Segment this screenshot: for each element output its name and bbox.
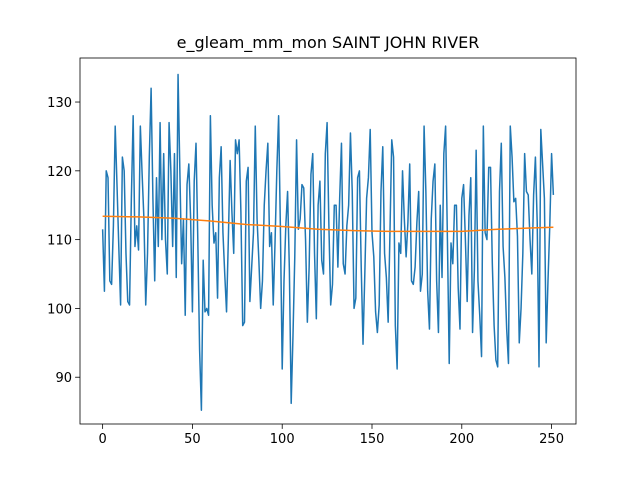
series-line <box>102 215 554 233</box>
x-tick-label: 150 <box>360 432 385 447</box>
y-tick-label: 120 <box>47 165 72 180</box>
x-tick-label: 250 <box>539 432 564 447</box>
x-tick-label: 200 <box>449 432 474 447</box>
chart-title: e_gleam_mm_mon SAINT JOHN RIVER <box>177 33 480 53</box>
y-tick-label: 90 <box>55 371 72 386</box>
y-tick-label: 100 <box>47 302 72 317</box>
plot-frame <box>79 57 577 425</box>
x-tick-label: 0 <box>98 432 106 447</box>
x-tick-label: 50 <box>184 432 201 447</box>
y-tick-label: 110 <box>47 234 72 249</box>
series-line <box>101 73 555 411</box>
x-tick-label: 100 <box>270 432 295 447</box>
y-tick-label: 130 <box>47 96 72 111</box>
